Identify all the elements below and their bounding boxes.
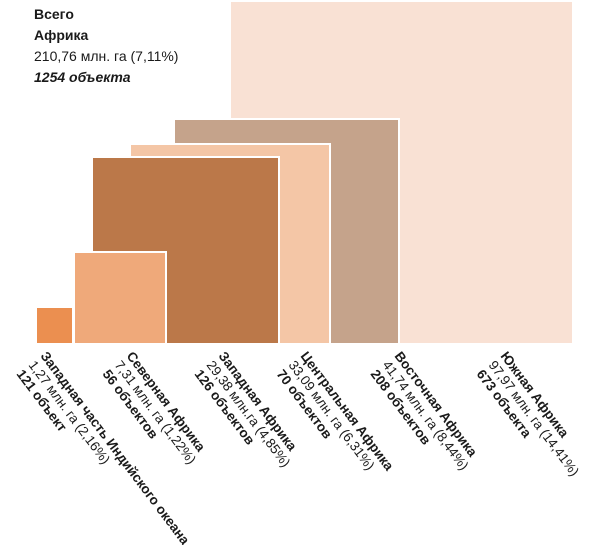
total-area: 210,76 млн. га (7,11%) [34, 48, 179, 64]
region-area: 33,09 млн. га (6,31%) [286, 358, 378, 473]
region-area: 41,74 млн. га (8,44%) [380, 358, 472, 473]
square-северная-африка [73, 251, 167, 345]
label-южная-африка: Южная Африка97,97 млн. га (14,41%)673 об… [474, 349, 594, 488]
region-area: 97,97 млн. га (14,41%) [486, 358, 582, 479]
square-западная-часть-индийского-океана [35, 306, 74, 345]
total-count: 1254 объекта [34, 69, 131, 85]
total-heading: Всего [34, 6, 74, 22]
total-summary: Всего Африка 210,76 млн. га (7,11%) 1254… [34, 4, 178, 88]
total-region: Африка [34, 27, 89, 43]
